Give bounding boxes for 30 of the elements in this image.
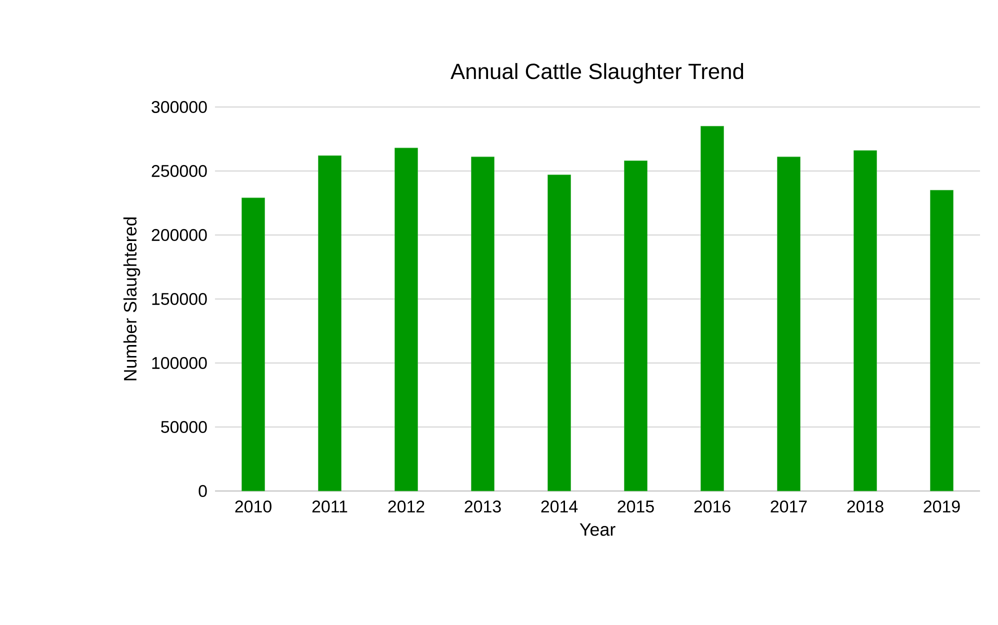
x-tick-label: 2011 xyxy=(312,500,348,512)
x-tick-label: 2015 xyxy=(618,500,654,512)
x-tick-label: 2012 xyxy=(388,500,424,512)
bar xyxy=(624,160,648,492)
bar xyxy=(930,190,954,492)
y-tick-label: 150000 xyxy=(152,292,207,305)
bar xyxy=(394,148,418,492)
bar xyxy=(854,150,877,492)
x-tick-label: 2016 xyxy=(694,500,730,512)
y-tick-label: 250000 xyxy=(152,164,207,177)
x-tick-label: 2017 xyxy=(770,500,807,512)
y-tick-label: 0 xyxy=(198,484,207,497)
bar xyxy=(777,156,800,492)
x-tick-label: 2019 xyxy=(924,500,960,512)
y-tick-label: 50000 xyxy=(161,420,207,433)
x-tick-label: 2013 xyxy=(464,500,501,512)
y-tick-label: 300000 xyxy=(152,100,207,113)
bar xyxy=(548,174,571,492)
bar xyxy=(700,126,724,492)
x-tick-label: 2018 xyxy=(847,500,884,512)
x-tick-label: 2014 xyxy=(541,500,578,512)
y-tick-label: 200000 xyxy=(152,228,207,241)
bar xyxy=(471,156,494,492)
y-tick-label: 100000 xyxy=(152,356,207,369)
y-axis-title: Number Slaughtered xyxy=(123,217,140,380)
x-axis-title: Year xyxy=(580,523,616,536)
bar xyxy=(242,198,265,492)
chart-title: Annual Cattle Slaughter Trend xyxy=(450,63,744,84)
bar xyxy=(318,155,342,492)
x-tick-label: 2010 xyxy=(235,500,272,512)
